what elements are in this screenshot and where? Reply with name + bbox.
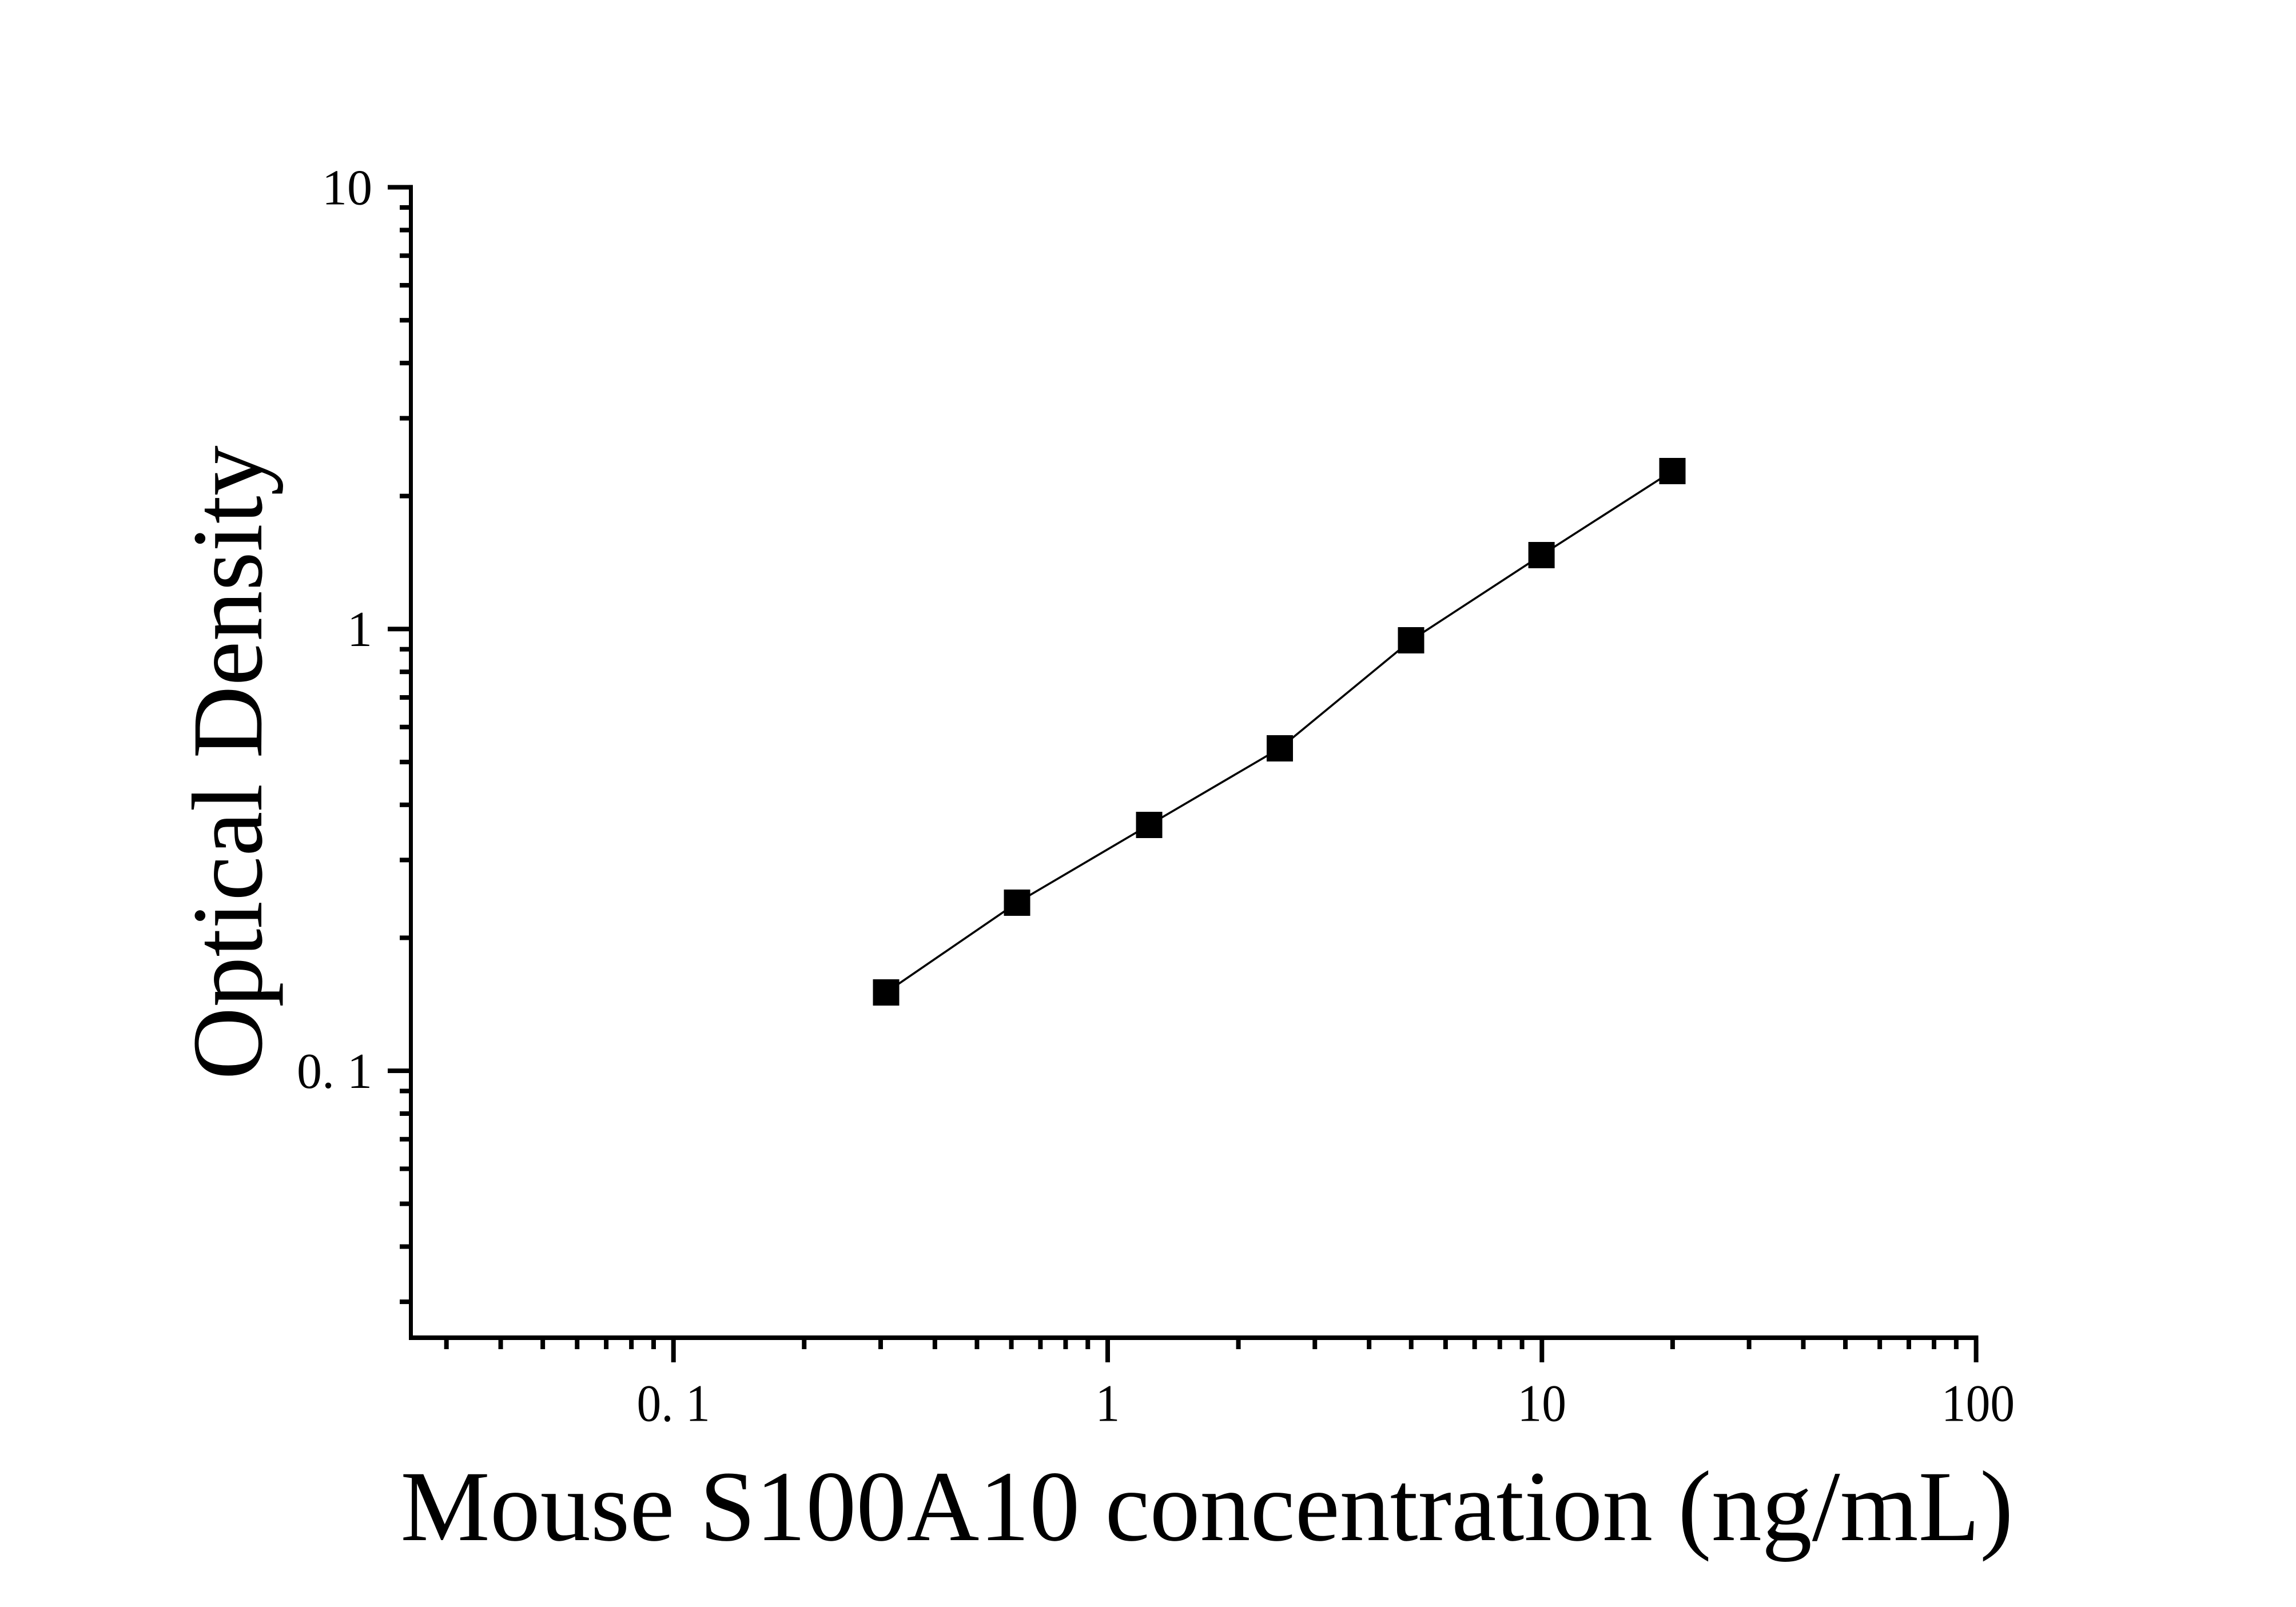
svg-text:1: 1 [1096,1375,1120,1433]
svg-text:1: 1 [347,602,372,657]
svg-text:0. 1: 0. 1 [637,1375,710,1433]
svg-text:10: 10 [322,160,372,216]
svg-text:0. 1: 0. 1 [297,1044,372,1099]
svg-text:100: 100 [1941,1375,2015,1433]
svg-text:Mouse S100A10 concentration (n: Mouse S100A10 concentration (ng/mL) [400,1451,2013,1562]
svg-text:10: 10 [1518,1375,1567,1433]
svg-text:Optical Density: Optical Density [172,445,284,1080]
